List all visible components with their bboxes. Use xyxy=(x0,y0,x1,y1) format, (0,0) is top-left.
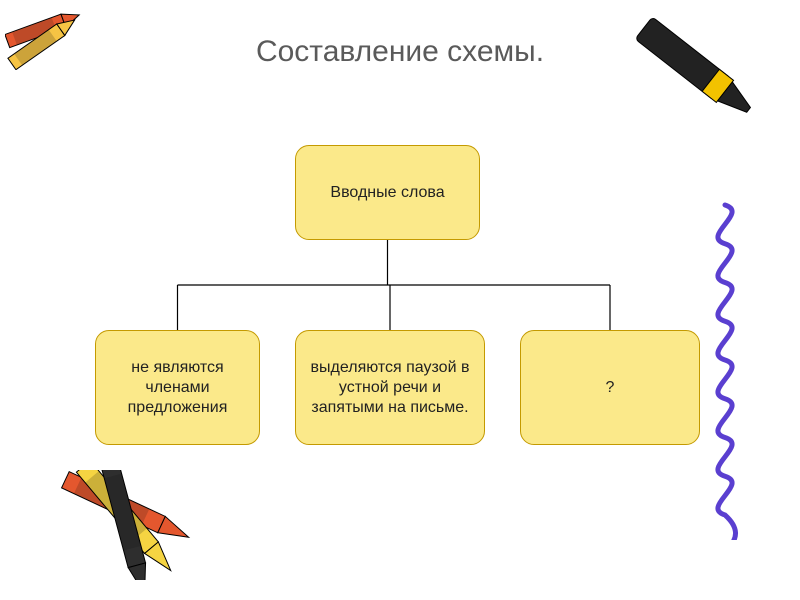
node-child-3-label: ? xyxy=(606,378,615,398)
node-child-3: ? xyxy=(520,330,700,445)
node-child-2: выделяются паузой в устной речи и запяты… xyxy=(295,330,485,445)
node-child-1: не являются членами предложения xyxy=(95,330,260,445)
node-child-1-label: не являются членами предложения xyxy=(104,358,251,418)
squiggle-right-icon xyxy=(690,200,760,540)
crayons-top-left-icon xyxy=(5,0,90,70)
node-root-label: Вводные слова xyxy=(330,183,444,203)
crayons-bottom-left-icon xyxy=(55,470,215,580)
node-root: Вводные слова xyxy=(295,145,480,240)
node-child-2-label: выделяются паузой в устной речи и запяты… xyxy=(304,358,476,418)
marker-top-right-icon xyxy=(605,8,785,128)
